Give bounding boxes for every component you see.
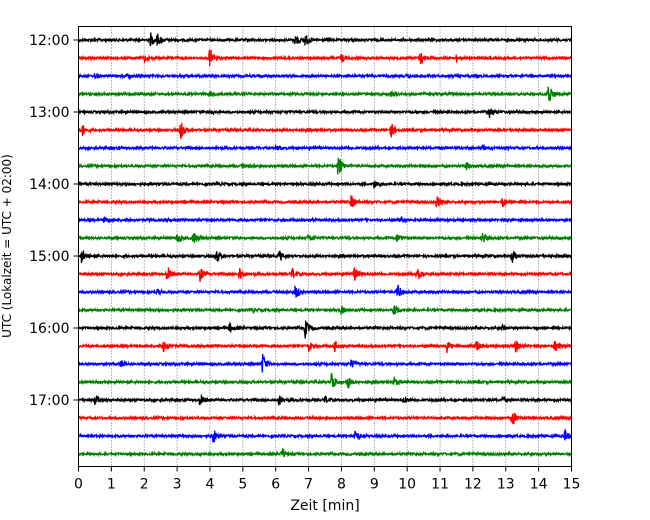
x-tick-label: 14 — [530, 477, 548, 493]
plot-frame — [78, 26, 572, 467]
trace-1730 — [77, 429, 573, 443]
trace-1245 — [77, 86, 573, 101]
trace-1330 — [77, 143, 573, 152]
trace-1445 — [78, 232, 573, 244]
x-tick-label: 9 — [370, 477, 379, 493]
y-tick-label: 17:00 — [29, 393, 69, 409]
y-tick-label: 12:00 — [29, 33, 69, 49]
trace-1615 — [77, 340, 573, 353]
trace-1600 — [77, 320, 573, 339]
x-tick-label: 7 — [304, 477, 313, 493]
x-tick-label: 1 — [107, 477, 116, 493]
x-tick-label: 4 — [206, 477, 215, 493]
trace-1430 — [77, 216, 573, 224]
y-axis-ticks: 12:00 13:00 14:00 15:00 16:00 17:00 — [29, 33, 79, 409]
y-tick-label: 13:00 — [29, 105, 69, 121]
trace-1345 — [78, 157, 572, 175]
seismic-traces — [77, 32, 573, 458]
trace-1715 — [77, 412, 572, 425]
x-tick-label: 13 — [497, 477, 515, 493]
y-tick-label: 16:00 — [29, 321, 69, 337]
x-tick-label: 12 — [464, 477, 482, 493]
trace-1230 — [77, 72, 573, 81]
trace-1515 — [77, 266, 573, 282]
trace-1530 — [78, 284, 573, 298]
trace-1400 — [77, 180, 572, 189]
y-axis-label: UTC (Lokalzeit = UTC + 02:00) — [0, 154, 14, 338]
x-tick-label: 10 — [398, 477, 416, 493]
x-tick-label: 0 — [74, 477, 83, 493]
y-tick-label: 14:00 — [29, 177, 69, 193]
x-tick-label: 2 — [140, 477, 149, 493]
trace-1300 — [77, 108, 573, 119]
x-tick-label: 6 — [271, 477, 280, 493]
vertical-grid — [110, 26, 540, 467]
x-tick-label: 11 — [431, 477, 449, 493]
trace-1645 — [78, 372, 573, 389]
trace-1745 — [78, 448, 572, 458]
trace-1200 — [77, 32, 572, 47]
y-tick-label: 15:00 — [29, 249, 69, 265]
x-tick-label: 5 — [238, 477, 247, 493]
trace-1630 — [77, 353, 572, 373]
trace-1545 — [77, 305, 573, 316]
trace-1700 — [78, 394, 573, 407]
x-axis-ticks: 0 1 2 3 4 5 6 7 8 9 10 11 12 13 14 15 — [74, 466, 581, 493]
trace-1415 — [78, 195, 573, 208]
x-tick-label: 3 — [173, 477, 182, 493]
trace-1215 — [78, 49, 573, 67]
x-tick-label: 15 — [563, 477, 581, 493]
trace-1315 — [77, 122, 572, 140]
trace-1500 — [77, 249, 573, 264]
x-axis-label: Zeit [min] — [290, 498, 359, 514]
x-tick-label: 8 — [337, 477, 346, 493]
